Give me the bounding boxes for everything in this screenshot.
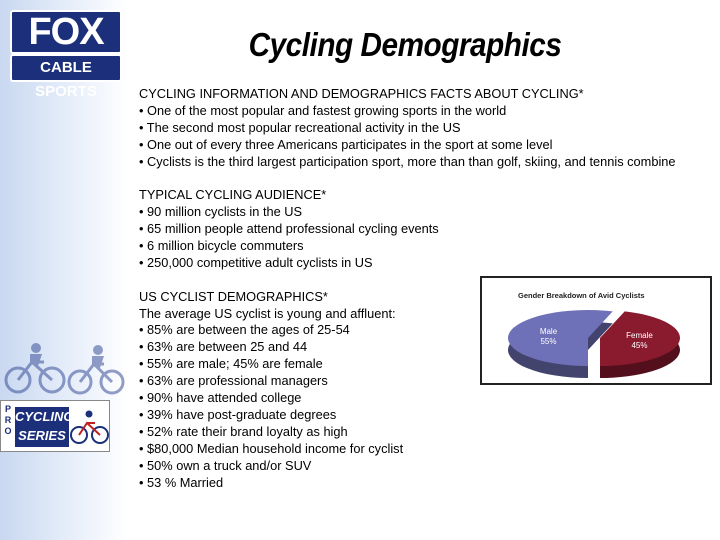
list-item: • 65 million people attend professional …	[139, 221, 439, 237]
page-title: Cycling Demographics	[248, 26, 562, 63]
content-body: CYCLING INFORMATION AND DEMOGRAPHICS FAC…	[139, 86, 719, 508]
bicycle-icon	[70, 410, 109, 444]
list-item: • 50% own a truck and/or SUV	[139, 457, 312, 473]
list-item: • 250,000 competitive adult cyclists in …	[139, 254, 373, 270]
section-heading: US CYCLIST DEMOGRAPHICS*	[139, 288, 328, 304]
pie-chart-svg: Gender Breakdown of Avid Cyclists Male55…	[508, 291, 680, 378]
section-heading: CYCLING INFORMATION AND DEMOGRAPHICS FAC…	[139, 86, 584, 101]
pie-slice-male	[508, 310, 613, 366]
pro-letter: P	[4, 404, 11, 414]
pro-logo-line1: CYCLING	[15, 409, 74, 424]
pro-letters: P R O	[3, 404, 13, 437]
list-item: The average US cyclist is young and affl…	[139, 305, 396, 321]
list-item: • 6 million bicycle commuters	[139, 238, 304, 254]
list-item: • $80,000 Median household income for cy…	[139, 440, 404, 456]
pie-slice-label: Male	[540, 327, 558, 336]
list-item: • Cyclists is the third largest particip…	[139, 153, 676, 169]
list-item: • 85% are between the ages of 25-54	[139, 322, 350, 338]
list-item: • 90% have attended college	[139, 390, 302, 406]
pro-logo-wordmark: CYCLING SERIES	[15, 407, 74, 447]
list-item: • 63% are professional managers	[139, 373, 328, 389]
list-item: • 90 million cyclists in the US	[139, 204, 303, 220]
fox-cable-sports-logo: FOX CABLE SPORTS	[10, 10, 122, 100]
pro-logo-line2: SERIES	[18, 428, 66, 443]
pie-slice-value-label: 55%	[540, 337, 556, 346]
gender-pie-chart: Gender Breakdown of Avid Cyclists Male 55…	[480, 276, 712, 385]
list-item: • One of the most popular and fastest gr…	[139, 102, 507, 118]
section-heading: TYPICAL CYCLING AUDIENCE*	[139, 187, 327, 203]
list-item: • 55% are male; 45% are female	[139, 356, 323, 372]
list-item: • One out of every three Americans parti…	[139, 136, 553, 152]
chart-title: Gender Breakdown of Avid Cyclists	[518, 291, 645, 300]
pro-cycling-series-logo: P R O CYCLING SERIES	[0, 400, 110, 452]
cyclist-silhouettes-icon	[4, 343, 125, 395]
logo-brand: FOX	[10, 10, 122, 54]
pro-letter: O	[4, 426, 12, 436]
section-us-demographics: US CYCLIST DEMOGRAPHICS* The average US …	[139, 289, 719, 492]
pie-slice-value-label: 45%	[631, 341, 647, 350]
list-item: • 39% have post-graduate degrees	[139, 407, 337, 422]
list-item: • 53 % Married	[139, 474, 224, 490]
list-item: • The second most popular recreational a…	[139, 119, 461, 135]
section-cycling-facts: CYCLING INFORMATION AND DEMOGRAPHICS FAC…	[139, 86, 719, 171]
list-item: • 52% rate their brand loyalty as high	[139, 423, 348, 439]
pie-slice-female	[600, 311, 680, 366]
pie-slice-label: Female	[626, 331, 653, 340]
section-typical-audience: TYPICAL CYCLING AUDIENCE* • 90 million c…	[139, 187, 719, 272]
list-item: • 63% are between 25 and 44	[139, 339, 308, 355]
logo-subtitle: CABLE SPORTS	[10, 54, 122, 100]
pro-letter: R	[4, 415, 12, 425]
